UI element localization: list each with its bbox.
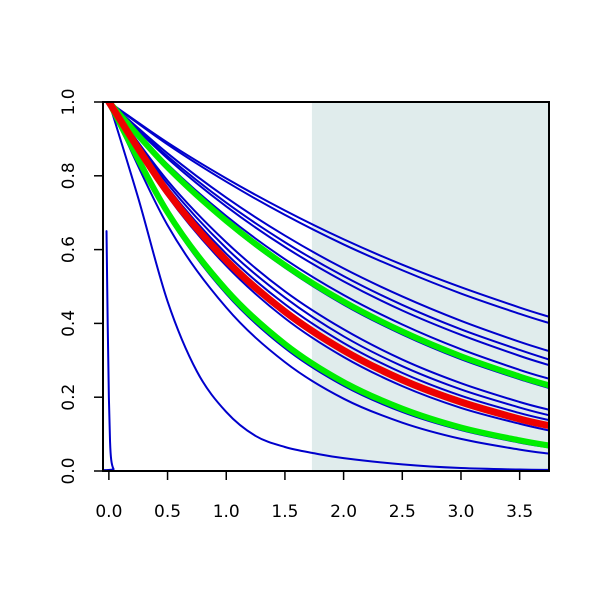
x-tick-label: 2.5 (389, 502, 416, 522)
series-line-13 (107, 102, 549, 353)
x-tick-label: 1.0 (213, 502, 240, 522)
series-line-12 (107, 102, 549, 361)
series-line-11 (107, 102, 549, 367)
x-tick-label: 0.5 (154, 502, 181, 522)
series-line-2 (107, 102, 549, 471)
series-line-15 (107, 102, 549, 318)
x-axis: 0.0 0.5 1.0 1.5 2.0 2.5 3.0 3.5 (95, 471, 533, 522)
series-line-18 (105, 102, 549, 430)
series-line-7 (107, 102, 549, 455)
y-tick-label: 1.0 (59, 88, 79, 115)
plot-frame (102, 101, 550, 472)
series-line-14 (107, 102, 549, 325)
y-tick-label: 0.0 (59, 457, 79, 484)
series-line-17 (105, 102, 549, 449)
series-line-1 (103, 230, 549, 471)
series-layer (103, 102, 549, 471)
y-tick-label: 0.6 (59, 236, 79, 263)
x-tick-label: 3.0 (447, 502, 474, 522)
x-tick-label: 2.0 (330, 502, 357, 522)
x-tick-label: 1.5 (271, 502, 298, 522)
y-tick-label: 0.4 (59, 310, 79, 337)
x-tick-label: 0.0 (95, 502, 122, 522)
y-tick-label: 0.8 (59, 162, 79, 189)
series-line-8 (107, 102, 549, 411)
series-line-16 (105, 102, 549, 389)
y-axis: 0.0 0.2 0.4 0.6 0.8 1.0 (59, 88, 103, 485)
y-tick-label: 0.2 (59, 384, 79, 411)
series-line-3 (107, 102, 549, 417)
x-tick-label: 3.5 (506, 502, 533, 522)
